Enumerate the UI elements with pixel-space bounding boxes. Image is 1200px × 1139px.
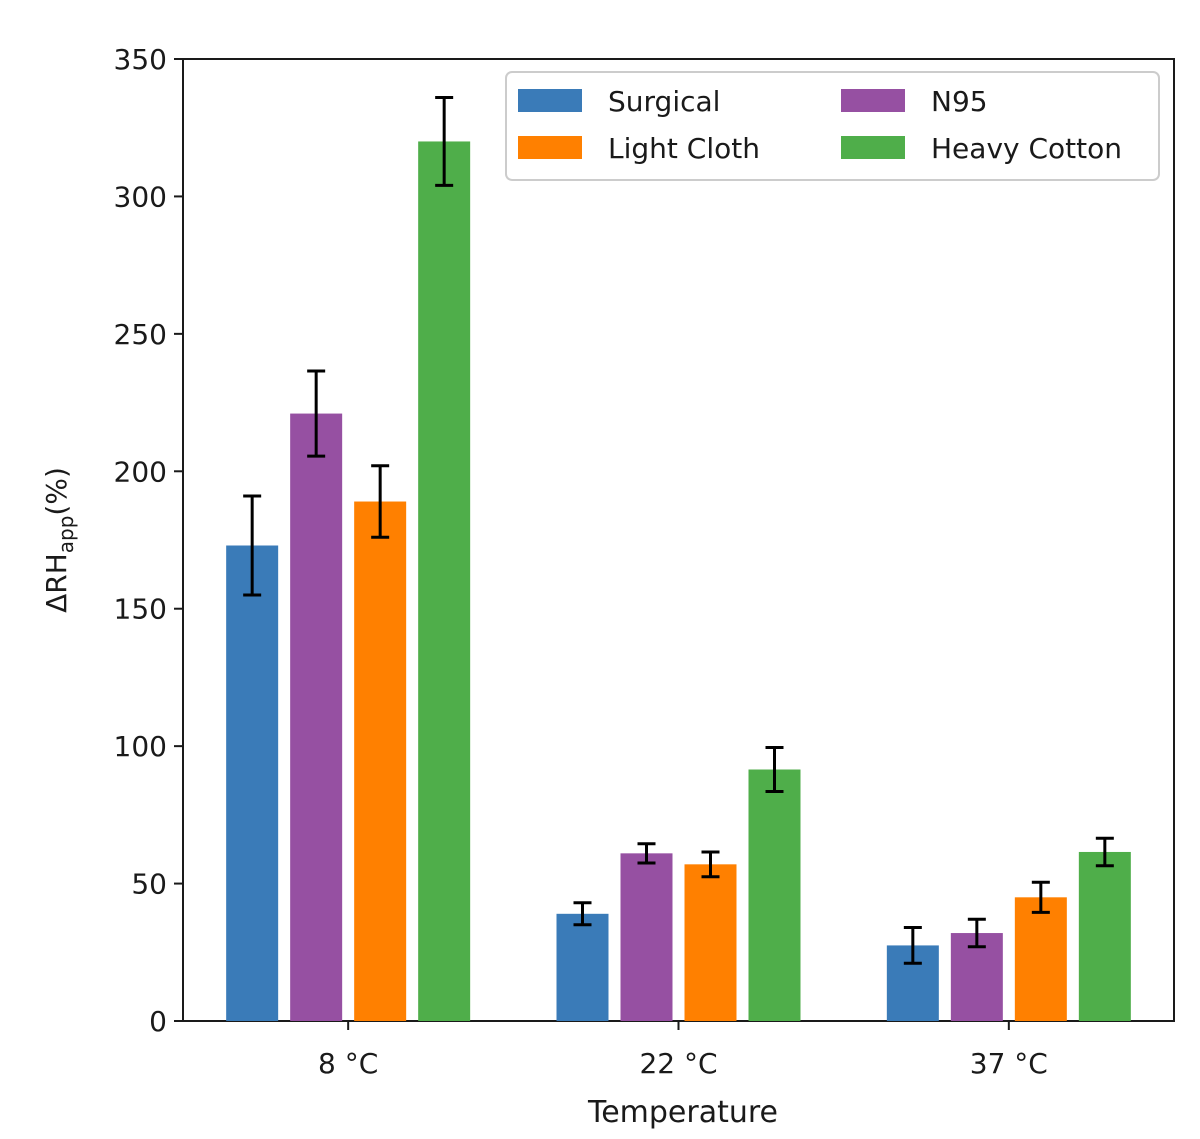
bar-heavy-cotton-22-c [748,769,801,1021]
x-axis: 8 °C 22 °C 37 °C [318,1021,1048,1080]
legend-swatch-n95 [841,89,905,112]
y-tick-label-200: 200 [114,455,167,488]
x-tick-label-37-c: 37 °C [970,1047,1048,1080]
y-axis-label-main: ΔRH [40,553,73,613]
legend: Surgical Light Cloth N95 Heavy Cotton [505,71,1160,181]
bar-n95-22-c [620,853,673,1021]
y-tick-label-150: 150 [114,593,167,626]
legend-frame [505,71,1160,181]
legend-label-n95: N95 [931,85,988,118]
y-tick-label-250: 250 [114,318,167,351]
y-tick-label-100: 100 [114,730,167,763]
legend-swatch-light-cloth [518,136,582,159]
y-tick-label-50: 50 [131,868,167,901]
bar-surgical-8-c [226,545,279,1021]
legend-label-surgical: Surgical [608,85,720,118]
bars-group [226,141,1131,1022]
legend-label-heavy-cotton: Heavy Cotton [931,132,1122,165]
bar-light-cloth-22-c [684,864,737,1021]
x-axis-label: Temperature [587,1095,778,1130]
legend-label-light-cloth: Light Cloth [608,132,760,165]
bar-n95-8-c [290,413,343,1022]
bar-heavy-cotton-37-c [1078,851,1131,1021]
legend-swatch-surgical [518,89,582,112]
y-tick-label-300: 300 [114,180,167,213]
x-tick-label-22-c: 22 °C [639,1047,717,1080]
y-axis-label: ΔRHapp(%) [40,467,78,613]
y-axis-label-suffix: (%) [40,467,73,515]
y-tick-label-0: 0 [149,1005,167,1038]
bar-light-cloth-37-c [1014,897,1067,1021]
error-bars-group [243,95,1114,965]
y-axis: 0 50 100 150 200 250 300 350 [114,43,183,1038]
bar-light-cloth-8-c [354,501,407,1021]
svg-text:ΔRHapp(%): ΔRHapp(%) [40,467,78,613]
y-axis-label-subscript: app [54,516,78,554]
y-tick-label-350: 350 [114,43,167,76]
bar-surgical-22-c [556,913,609,1021]
bar-heavy-cotton-8-c [418,141,471,1021]
legend-swatch-heavy-cotton [841,136,905,159]
x-tick-label-8-c: 8 °C [318,1047,378,1080]
